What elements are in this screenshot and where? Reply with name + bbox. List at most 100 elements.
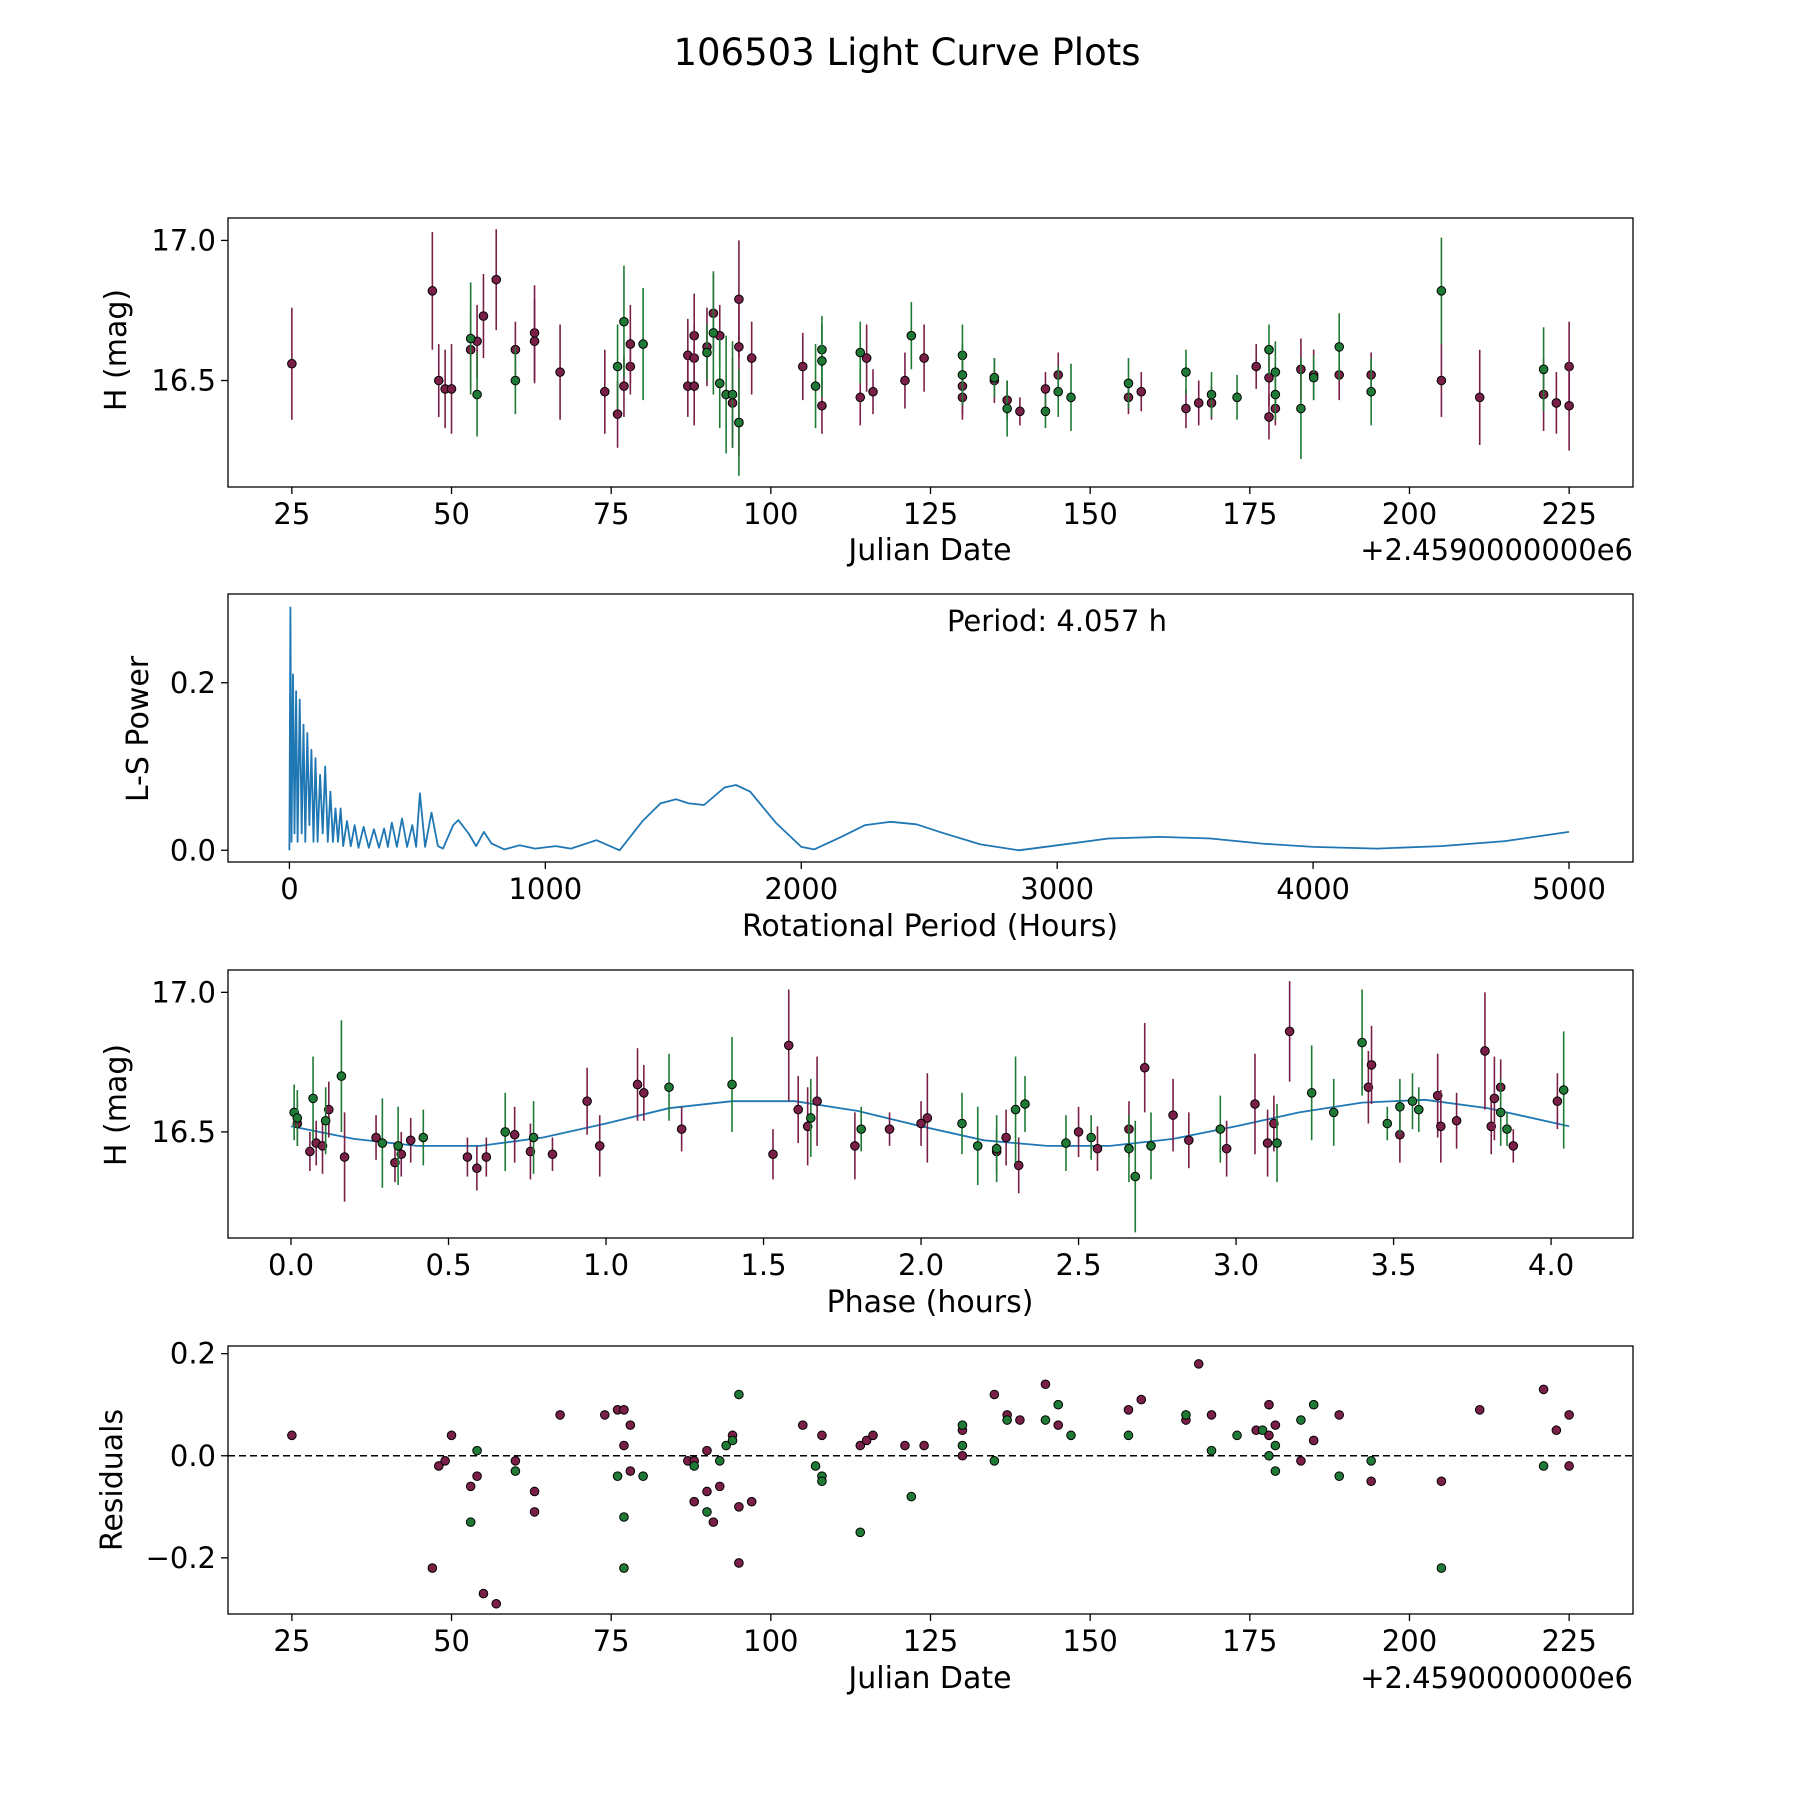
phased-point-green [1558,1085,1569,1095]
residuals-point-red [1551,1425,1562,1436]
lightcurve-point-red [861,353,872,363]
residuals-xtick-label: 125 [903,1624,958,1658]
residuals-xtick-label: 25 [273,1624,310,1658]
phased-point-red [324,1104,334,1115]
phased-point-red [594,1141,605,1151]
lightcurve-point-green [619,316,629,327]
periodogram-axes-frame [227,593,1634,863]
residuals-point-red [989,1389,1000,1400]
lightcurve-point-green [465,333,476,344]
lightcurve-xtick-label: 225 [1541,497,1596,531]
lightcurve-point-red [1015,406,1025,417]
lightcurve-offset-label: +2.4590000000e6 [1360,533,1633,567]
lightcurve-point-red [491,274,502,285]
lightcurve-point-red [1181,403,1191,414]
lightcurve-point-red [529,336,540,347]
residuals-point-red [734,1502,744,1512]
phased-point-red [1284,1026,1295,1037]
residuals-point-green [1264,1450,1274,1461]
residuals-point-red [1564,1410,1574,1420]
residuals-point-red [1308,1435,1319,1446]
phased-point-red [1250,1099,1260,1109]
lightcurve-point-green [1296,403,1306,414]
lightcurve-point-red [1193,398,1204,408]
residuals-point-green [472,1445,482,1456]
residuals-point-red [1264,1399,1274,1410]
phased-point-green [1306,1088,1317,1098]
lightcurve-point-red [746,353,757,363]
residuals-point-red [287,1430,297,1441]
phased-point-red [1168,1110,1178,1120]
figure-title: 106503 Light Curve Plots [673,31,1140,74]
phased-point-red [1508,1141,1519,1151]
residuals-point-red [1334,1410,1345,1420]
residuals-point-green [612,1471,623,1481]
phased-point-green [320,1115,331,1126]
residuals-axes-frame [227,1345,1634,1615]
residuals-point-green [1436,1563,1447,1573]
phased-point-red [405,1135,416,1146]
lightcurve-point-red [868,386,878,397]
residuals-point-red [510,1456,521,1466]
periodogram-ylabel: L-S Power [121,655,156,802]
phased-point-green [1272,1138,1282,1148]
residuals-point-green [1296,1415,1306,1425]
lightcurve-point-green [727,389,738,400]
phased-point-green [1395,1101,1405,1112]
lightcurve-point-green [1538,364,1549,375]
lightcurve-point-red [625,339,636,349]
residuals-point-green [1123,1430,1134,1441]
periodogram-xtick-label: 0 [280,872,298,906]
residuals-point-green [1308,1399,1319,1410]
lightcurve-xlabel: Julian Date [846,533,1011,568]
phased-point-red [812,1096,822,1107]
periodogram-power-line [288,606,1570,852]
lightcurve-xtick-label: 50 [433,497,470,531]
lightcurve-point-green [1040,406,1051,417]
lightcurve-point-red [689,381,700,391]
phased-point-red [1552,1096,1563,1107]
residuals-offset-label: +2.4590000000e6 [1360,1661,1633,1695]
lightcurve-xtick-label: 150 [1062,497,1117,531]
residuals-point-red [714,1481,725,1492]
residuals-point-red [1564,1461,1574,1471]
phased-point-red [509,1129,520,1140]
residuals-point-red [440,1456,450,1466]
residuals-xtick-label: 75 [593,1624,630,1658]
phased-point-green [500,1127,511,1137]
residuals-point-red [625,1420,636,1430]
phased-xlabel: Phase (hours) [827,1285,1034,1320]
periodogram-xtick-label: 4000 [1276,872,1350,906]
phased-point-red [1489,1093,1500,1104]
phased-point-red [390,1157,400,1168]
residuals-point-green [1257,1425,1268,1436]
residuals-point-red [861,1435,872,1446]
lightcurve-xtick-label: 175 [1222,497,1277,531]
phased-point-red [1432,1090,1443,1101]
phased-point-green [1328,1107,1339,1118]
lightcurve-point-green [957,370,968,380]
phased-ylabel: H (mag) [99,1044,134,1166]
lightcurve-point-green [906,330,917,341]
phased-ytick-label: 17.0 [151,975,216,1009]
residuals-point-red [734,1558,744,1568]
lightcurve-point-red [797,361,808,372]
lightcurve-point-green [472,389,482,400]
phased-point-red [1001,1132,1011,1143]
phased-point-green [393,1141,403,1151]
phased-point-red [1221,1143,1232,1154]
lightcurve-ylabel: H (mag) [99,289,134,411]
residuals-point-red [1015,1415,1025,1425]
phased-xtick-label: 2.0 [898,1248,944,1282]
phased-point-green [1010,1104,1021,1115]
lightcurve-point-green [1270,389,1281,400]
phased-point-red [1486,1121,1497,1132]
lightcurve-xtick-label: 125 [903,497,958,531]
residuals-point-red [1270,1420,1281,1430]
lightcurve-xtick-label: 25 [273,497,310,531]
phased-axes-frame [227,969,1634,1239]
phased-point-red [371,1132,381,1143]
phased-point-green [972,1141,983,1151]
phased-point-red [802,1121,813,1132]
phased-point-green [664,1082,674,1093]
